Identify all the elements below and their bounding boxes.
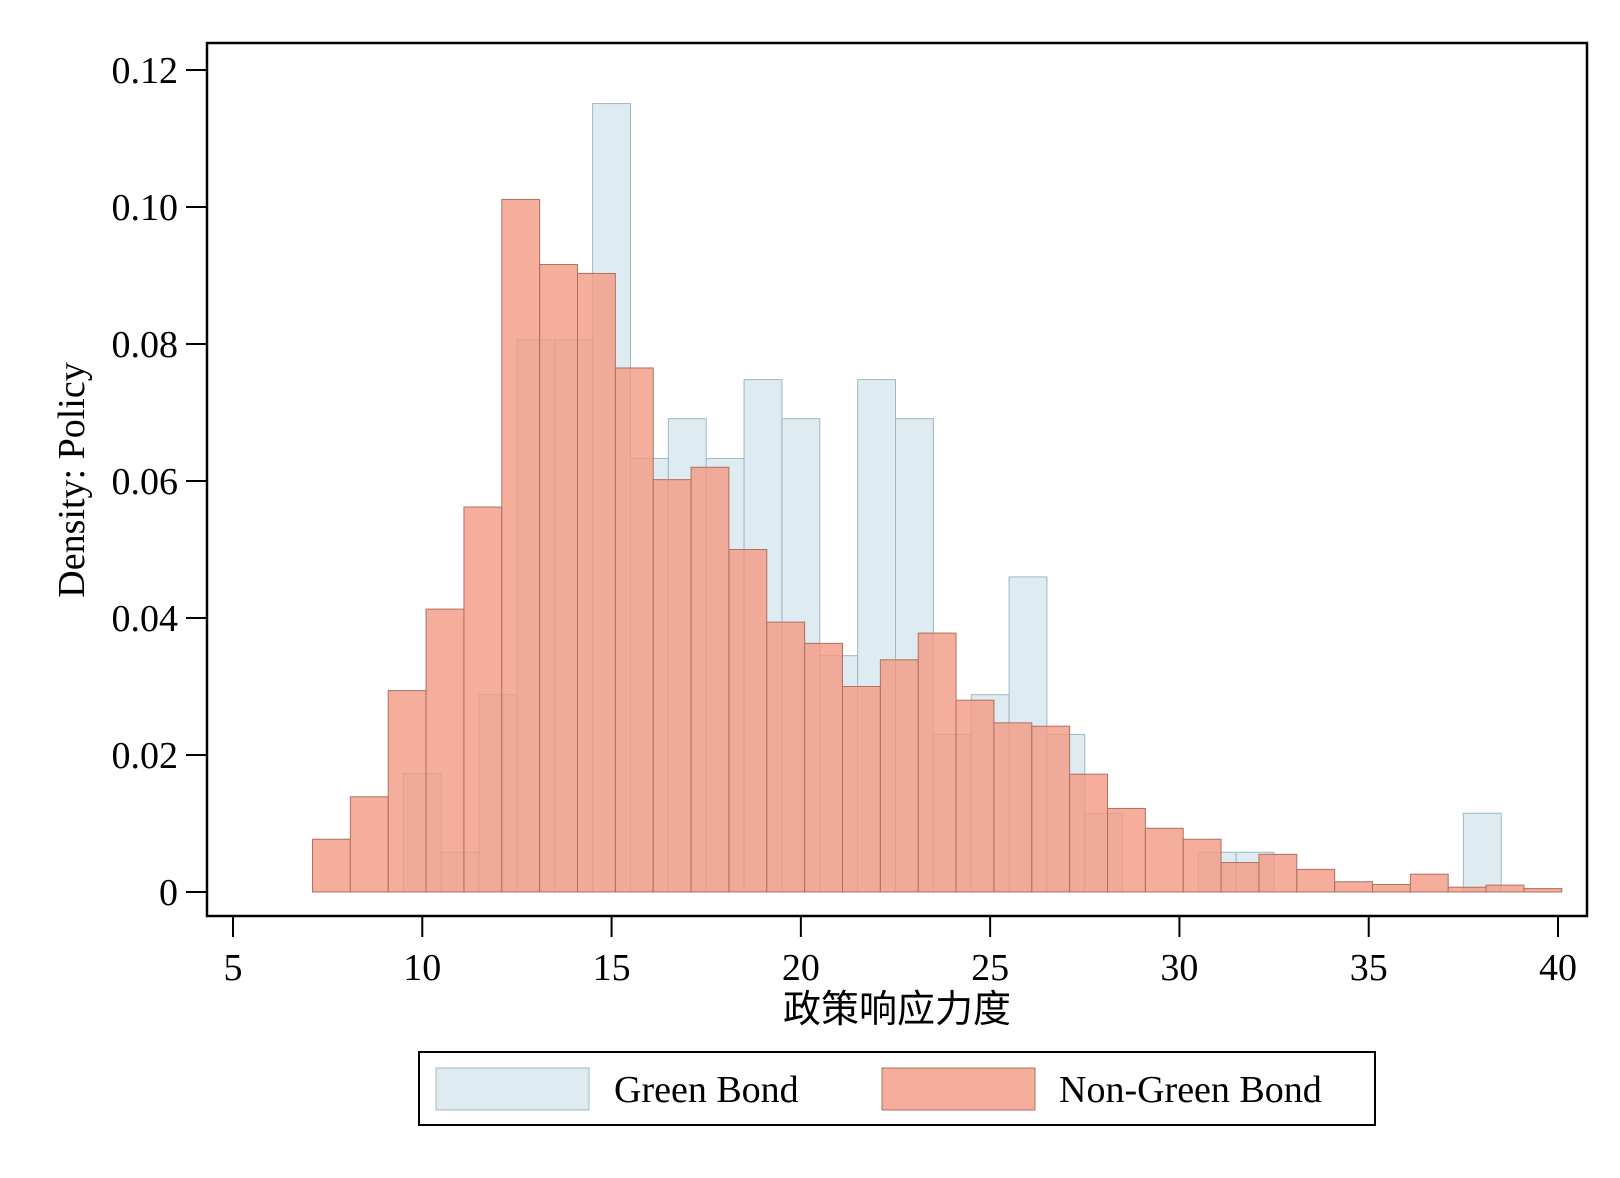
histogram-bar: [1069, 773, 1109, 893]
histogram-bar: [728, 549, 768, 893]
histogram-bar: [1220, 862, 1260, 893]
x-tick-label: 20: [782, 947, 820, 989]
histogram-bar: [1462, 812, 1502, 893]
bars-layer: [312, 103, 1563, 893]
histogram-bar: [1409, 873, 1449, 893]
x-tick-label: 25: [971, 947, 1009, 989]
histogram-bar: [766, 621, 806, 893]
y-tick-label: 0.10: [112, 187, 179, 229]
y-tick-label: 0.08: [112, 324, 179, 366]
legend-swatch-non-green-bond: [881, 1067, 1036, 1111]
histogram-bar: [955, 699, 995, 893]
histogram-bar: [1144, 827, 1184, 893]
histogram-bar: [387, 690, 427, 893]
x-axis-title: 政策响应力度: [783, 989, 1011, 1031]
histogram-bar: [804, 642, 844, 893]
legend-label-green-bond: Green Bond: [614, 1069, 799, 1111]
histogram-bar: [463, 506, 503, 893]
histogram-bar: [690, 466, 730, 893]
legend: Green Bond Non-Green Bond: [418, 1051, 1376, 1126]
histogram-bar: [917, 632, 957, 893]
x-tick-label: 15: [593, 947, 631, 989]
histogram-bar: [1107, 807, 1146, 893]
histogram-bar: [1296, 868, 1336, 893]
y-tick-label: 0.12: [112, 50, 179, 92]
histogram-bar: [842, 686, 881, 893]
x-tick-label: 40: [1539, 947, 1577, 989]
x-tick-label: 5: [224, 947, 243, 989]
legend-label-non-green-bond: Non-Green Bond: [1059, 1069, 1322, 1111]
histogram-bar: [1182, 838, 1222, 893]
y-tick-label: 0.06: [112, 461, 179, 503]
histogram-bar: [1258, 853, 1298, 893]
x-tick-label: 30: [1160, 947, 1198, 989]
histogram-bar: [312, 838, 351, 893]
plot-frame: [205, 41, 1589, 918]
histogram-bar: [1447, 886, 1487, 893]
histogram-bar: [614, 367, 654, 893]
histogram-bar: [501, 198, 541, 893]
histogram-bar: [1334, 881, 1374, 893]
histogram-bar: [577, 272, 616, 893]
histogram-bar: [1485, 884, 1525, 893]
series-non-green-bond: [312, 198, 1563, 893]
histogram-bar: [1031, 725, 1071, 893]
axes-layer: 0 0.02 0.04 0.06 0.08 0.10 0.12 5 10 15 20 25 30 35 40: [112, 50, 1578, 989]
histogram-bar: [993, 722, 1033, 893]
y-tick-label: 0.04: [112, 598, 179, 640]
x-tick-label: 35: [1350, 947, 1388, 989]
y-axis-title: Density: Policy: [51, 362, 93, 597]
legend-swatch-green-bond: [435, 1067, 590, 1111]
y-tick-label: 0.02: [112, 735, 179, 777]
histogram-bar: [349, 796, 389, 893]
y-tick-label: 0: [159, 872, 178, 914]
x-tick-label: 10: [403, 947, 441, 989]
histogram-bar: [539, 264, 579, 893]
histogram-bar: [652, 479, 692, 893]
histogram-bar: [1523, 888, 1563, 893]
histogram-bar: [425, 608, 465, 893]
histogram-bar: [1372, 883, 1411, 893]
histogram-bar: [879, 659, 919, 893]
